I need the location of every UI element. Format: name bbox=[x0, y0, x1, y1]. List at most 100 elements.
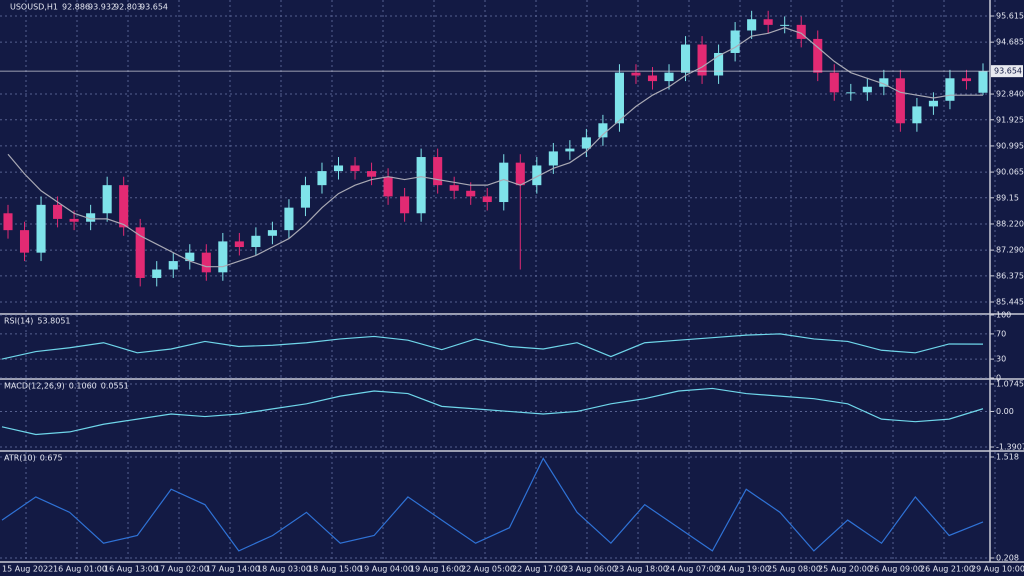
candle-body bbox=[532, 165, 542, 186]
indicator-line bbox=[1, 457, 984, 552]
y-tick-label: 90.995 bbox=[996, 141, 1024, 150]
indicator-line bbox=[1, 387, 984, 436]
candle-body bbox=[912, 106, 922, 124]
candle-body bbox=[152, 269, 162, 278]
y-tick-label: 85.445 bbox=[996, 298, 1024, 307]
candle-body bbox=[333, 165, 344, 172]
x-tick-label: 23 Aug 06:00 bbox=[563, 565, 617, 574]
y-tick-label: 94.685 bbox=[996, 38, 1024, 47]
candle-body bbox=[548, 151, 558, 166]
x-tick-label: 18 Aug 15:00 bbox=[308, 565, 362, 574]
candle-body bbox=[400, 196, 410, 214]
candle-body bbox=[3, 213, 13, 231]
candle-body bbox=[614, 72, 624, 124]
y-tick-label: 88.220 bbox=[996, 219, 1024, 228]
x-tick-label: 26 Aug 21:00 bbox=[920, 565, 974, 574]
y-tick-label: 90.065 bbox=[996, 168, 1024, 177]
candle-body bbox=[350, 165, 360, 172]
candle-body bbox=[763, 19, 773, 25]
y-tick-label: 87.290 bbox=[996, 246, 1024, 255]
candle-body bbox=[499, 162, 509, 203]
current-price-box bbox=[991, 65, 1023, 78]
candle-body bbox=[796, 24, 806, 39]
x-tick-label: 24 Aug 19:00 bbox=[716, 565, 770, 574]
candle-body bbox=[515, 162, 525, 186]
indicator-title: ATR(10) bbox=[4, 454, 36, 463]
candle-body bbox=[664, 72, 674, 82]
x-tick-label: 18 Aug 03:00 bbox=[257, 565, 311, 574]
candle-body bbox=[862, 86, 872, 93]
x-tick-label: 15 Aug 2022 bbox=[2, 565, 53, 574]
indicator-title: MACD(12,26,9) bbox=[4, 382, 65, 391]
indicator-readout: 53.8051 bbox=[37, 317, 70, 326]
candle-body bbox=[961, 78, 972, 82]
candle-body bbox=[234, 241, 244, 248]
y-tick-label: 92.840 bbox=[996, 90, 1024, 99]
y-tick-label: 1.518 bbox=[996, 453, 1019, 462]
candle-body bbox=[813, 38, 823, 73]
candle-body bbox=[185, 252, 195, 262]
indicator-readout: 0.675 bbox=[40, 454, 63, 463]
y-tick-label: 70 bbox=[996, 329, 1006, 338]
x-tick-label: 25 Aug 20:00 bbox=[818, 565, 872, 574]
candle-body bbox=[168, 261, 178, 270]
x-tick-label: 16 Aug 13:00 bbox=[104, 565, 158, 574]
x-tick-label: 16 Aug 01:00 bbox=[53, 565, 107, 574]
ohlc-readout: 93.932 bbox=[88, 3, 116, 12]
moving-average bbox=[7, 27, 983, 268]
y-tick-label: 30 bbox=[996, 355, 1006, 364]
candle-body bbox=[928, 100, 938, 107]
candle-body bbox=[680, 44, 691, 73]
candle-body bbox=[383, 176, 393, 197]
x-tick-label: 17 Aug 02:00 bbox=[155, 565, 209, 574]
candle-body bbox=[466, 190, 476, 197]
x-tick-label: 22 Aug 17:00 bbox=[512, 565, 566, 574]
candle-body bbox=[367, 171, 377, 177]
candle-body bbox=[284, 207, 294, 231]
candle-body bbox=[829, 72, 839, 93]
candle-body bbox=[780, 24, 790, 26]
candle-body bbox=[714, 52, 724, 76]
candle-body bbox=[86, 213, 96, 222]
candle-body bbox=[879, 78, 889, 87]
candle-body bbox=[416, 157, 426, 214]
candle-body bbox=[135, 227, 145, 278]
y-tick-label: 89.15 bbox=[996, 193, 1019, 202]
candle-body bbox=[119, 185, 129, 228]
candle-body bbox=[433, 157, 443, 186]
x-tick-label: 26 Aug 09:00 bbox=[869, 565, 923, 574]
indicator-title: RSI(14) bbox=[4, 317, 33, 326]
x-tick-label: 29 Aug 10:00 bbox=[971, 565, 1024, 574]
x-tick-label: 23 Aug 18:00 bbox=[614, 565, 668, 574]
candle-body bbox=[730, 30, 740, 53]
current-price-label: 93.654 bbox=[994, 67, 1022, 76]
candle-body bbox=[647, 75, 658, 82]
y-tick-label: 0.00 bbox=[996, 407, 1014, 416]
indicator-line bbox=[1, 333, 984, 360]
candle-body bbox=[69, 218, 79, 222]
candle-body bbox=[565, 148, 575, 152]
chart-title: USOUSD,H1 bbox=[10, 3, 58, 12]
candle-body bbox=[581, 137, 591, 149]
candle-body bbox=[449, 185, 459, 191]
x-tick-label: 22 Aug 05:00 bbox=[461, 565, 515, 574]
ohlc-readout: 92.803 bbox=[114, 3, 142, 12]
y-tick-label: 86.375 bbox=[996, 271, 1024, 280]
indicator-readout: 0.0551 bbox=[101, 382, 129, 391]
y-tick-label: 95.615 bbox=[996, 12, 1024, 21]
candle-body bbox=[945, 78, 955, 101]
x-tick-label: 24 Aug 07:00 bbox=[665, 565, 719, 574]
candle-body bbox=[251, 235, 261, 248]
candle-body bbox=[895, 78, 905, 124]
candle-body bbox=[747, 19, 757, 31]
candle-body bbox=[201, 252, 211, 273]
candle-body bbox=[19, 230, 30, 253]
candle-body bbox=[267, 230, 277, 236]
x-tick-label: 19 Aug 16:00 bbox=[410, 565, 464, 574]
y-tick-label: 1.0745 bbox=[996, 379, 1024, 388]
x-tick-label: 19 Aug 04:00 bbox=[359, 565, 413, 574]
y-tick-label: 91.925 bbox=[996, 115, 1024, 124]
candle-body bbox=[317, 171, 327, 186]
